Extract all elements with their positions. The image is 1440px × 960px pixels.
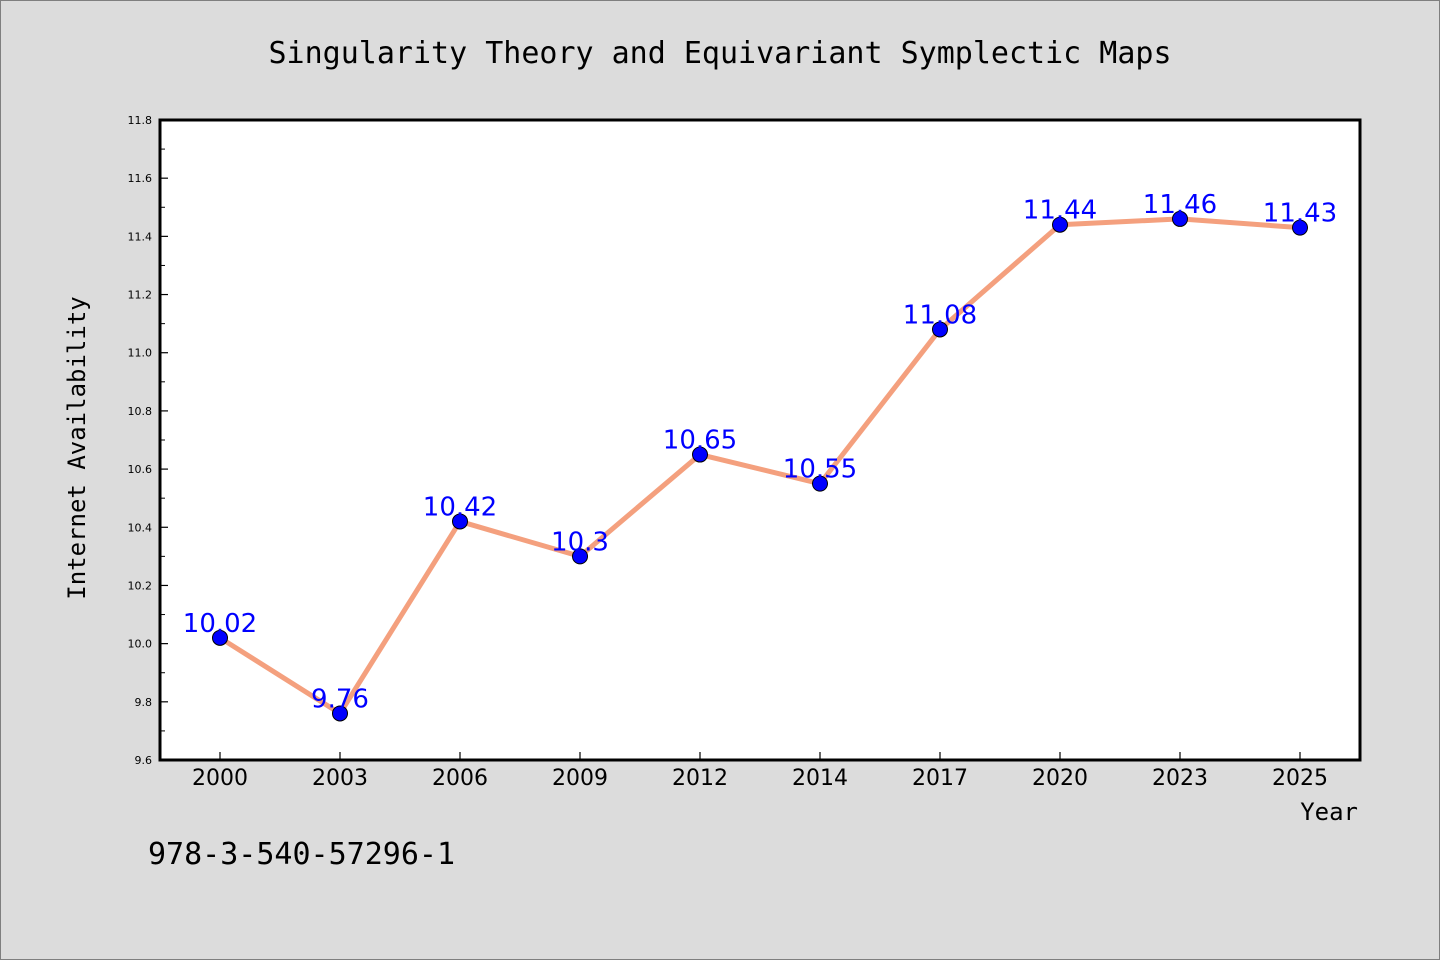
data-label: 10.42: [423, 492, 497, 522]
x-tick-label: 2006: [432, 766, 488, 791]
data-point: [212, 629, 228, 646]
y-tick-label: 11.6: [128, 172, 153, 185]
x-tick-label: 2023: [1152, 766, 1208, 791]
y-axis-label: Internet Availability: [63, 296, 91, 599]
data-label: 10.02: [183, 609, 257, 639]
y-tick-label: 10.0: [128, 638, 153, 651]
data-point: [932, 321, 948, 338]
x-tick-label: 2003: [312, 766, 368, 791]
x-tick-label: 2000: [192, 766, 248, 791]
data-label: 9.76: [311, 684, 369, 714]
y-tick-label: 11.2: [128, 289, 153, 302]
isbn-text: 978-3-540-57296-1: [148, 837, 455, 872]
y-tick-label: 10.4: [128, 521, 153, 534]
y-tick-label: 10.2: [128, 579, 153, 592]
y-tick-label: 11.0: [128, 347, 153, 360]
x-tick-label: 2017: [912, 766, 968, 791]
series-line-group: 10.02 9.76 10.42 10.3 10.65 10.55 11.08 11.44 11…: [183, 190, 1337, 722]
x-tick-label: 2009: [552, 766, 608, 791]
data-point: [692, 446, 708, 463]
plot-area: [158, 118, 1362, 762]
data-label: 10.55: [783, 455, 857, 485]
data-point: [572, 548, 588, 565]
x-axis-label: Year: [1300, 798, 1358, 826]
y-tick-label: 10.8: [128, 405, 153, 418]
data-point: [332, 705, 348, 722]
data-label: 10.3: [551, 527, 609, 557]
data-point: [812, 475, 828, 492]
y-tick-label: 10.6: [128, 463, 153, 476]
y-tick-label: 11.8: [128, 114, 153, 127]
x-axis: 2000 2003 2006 2009 2012 2014 2017 2020 2023 2025: [192, 752, 1328, 791]
data-point: [1052, 216, 1068, 233]
data-label: 11.43: [1263, 199, 1337, 229]
x-tick-label: 2020: [1032, 766, 1088, 791]
data-point: [1172, 210, 1188, 227]
chart-title: Singularity Theory and Equivariant Sympl…: [268, 36, 1171, 71]
y-tick-label: 9.6: [135, 754, 153, 767]
data-label: 10.65: [663, 426, 737, 456]
data-point: [1292, 219, 1308, 236]
y-tick-label: 11.4: [128, 230, 153, 243]
data-label: 11.44: [1023, 196, 1097, 226]
y-axis: 9.6 9.8 10.0 10.2 10.4 10.6 10.8 11.0 11.2 11.4 11…: [128, 114, 168, 767]
x-tick-label: 2012: [672, 766, 728, 791]
data-label: 11.08: [903, 300, 977, 330]
x-tick-label: 2014: [792, 766, 848, 791]
data-point: [452, 513, 468, 530]
series-line: [217, 216, 1303, 716]
x-tick-label: 2025: [1272, 766, 1328, 791]
data-label: 11.46: [1143, 190, 1217, 220]
y-tick-label: 9.8: [135, 696, 153, 709]
